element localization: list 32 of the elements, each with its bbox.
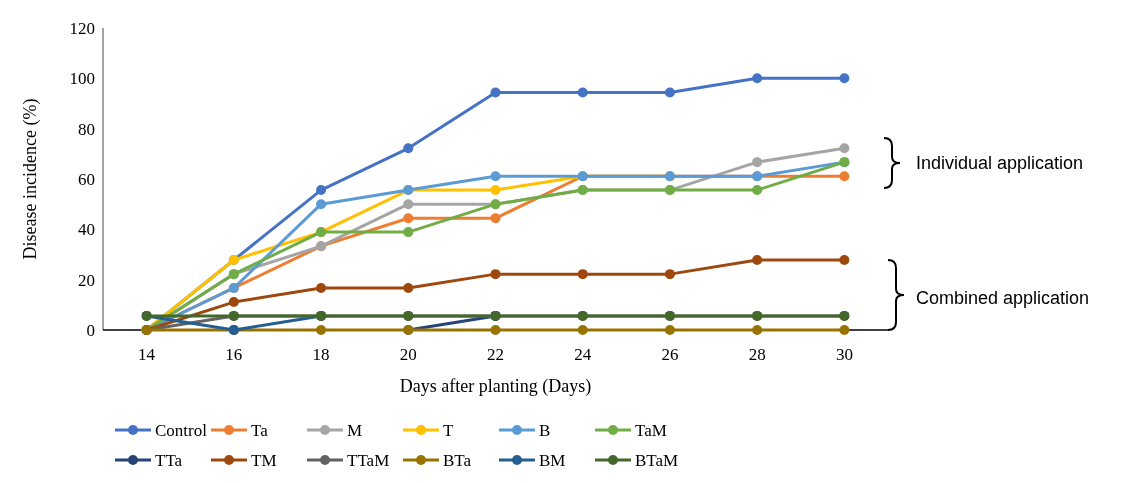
legend-label: Control <box>155 420 208 440</box>
legend-label: Ta <box>251 420 269 440</box>
y-tick-label: 60 <box>78 169 95 189</box>
x-tick-label: 14 <box>138 345 156 364</box>
legend-label: TaM <box>635 420 667 440</box>
legend-label: TTa <box>155 450 183 470</box>
y-tick-label: 80 <box>78 119 95 139</box>
y-tick-label: 0 <box>86 320 95 340</box>
legend-label: M <box>347 420 363 440</box>
x-axis-title: Days after planting (Days) <box>399 376 592 397</box>
legend-label: TTaM <box>347 450 390 470</box>
text: Individual application <box>916 153 1084 174</box>
y-tick-label: 120 <box>69 18 95 38</box>
legend-label: BM <box>539 450 566 470</box>
text: Combined application <box>916 288 1090 309</box>
x-tick-label: 30 <box>835 345 853 364</box>
y-tick-label: 100 <box>69 69 95 89</box>
y-tick-label: 40 <box>78 220 95 240</box>
y-axis-title: Disease incidence (%) <box>20 98 41 260</box>
x-tick-label: 18 <box>312 345 330 364</box>
x-tick-label: 26 <box>661 345 679 364</box>
x-tick-label: 20 <box>399 345 417 364</box>
x-tick-label: 28 <box>748 345 766 364</box>
x-tick-label: 22 <box>487 345 504 364</box>
x-tick-label: 16 <box>225 345 243 364</box>
x-tick-label: 24 <box>574 345 592 364</box>
y-tick-label: 20 <box>78 270 95 290</box>
legend-label: BTa <box>443 450 472 470</box>
legend-label: TM <box>251 450 277 470</box>
legend-label: BTaM <box>635 450 679 470</box>
legend-label: B <box>539 420 551 440</box>
legend-label: T <box>443 420 454 440</box>
